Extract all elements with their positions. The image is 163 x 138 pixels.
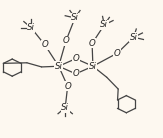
Text: Si: Si bbox=[100, 20, 108, 29]
Text: O: O bbox=[89, 39, 96, 48]
Text: Si: Si bbox=[89, 62, 97, 71]
Text: O: O bbox=[41, 40, 48, 49]
Text: O: O bbox=[72, 69, 79, 78]
Text: Si: Si bbox=[71, 13, 79, 22]
Text: Si: Si bbox=[27, 23, 35, 32]
Text: O: O bbox=[114, 49, 121, 58]
Text: Si: Si bbox=[61, 103, 69, 112]
Text: O: O bbox=[64, 82, 71, 91]
Text: Si: Si bbox=[55, 62, 63, 71]
Text: Si: Si bbox=[130, 33, 138, 42]
Text: O: O bbox=[72, 54, 79, 63]
Text: O: O bbox=[63, 36, 69, 45]
